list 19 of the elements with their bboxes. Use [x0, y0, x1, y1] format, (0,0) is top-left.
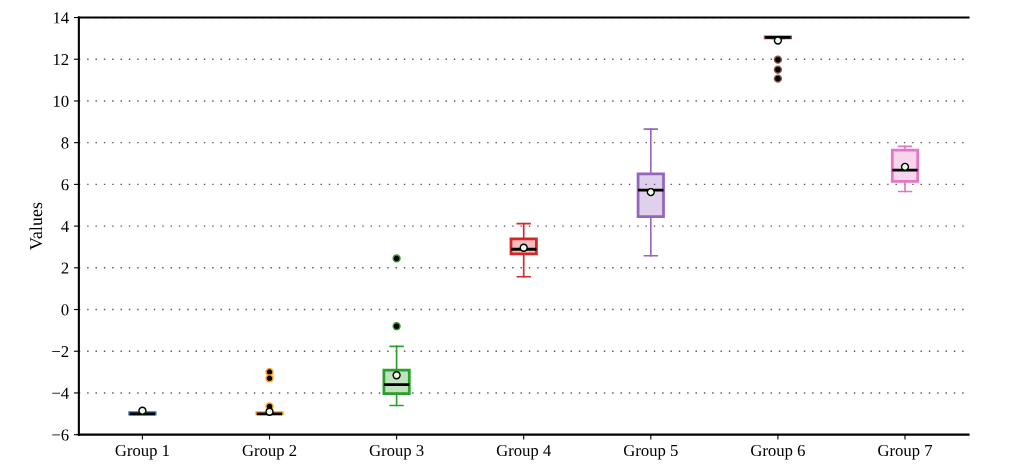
y-tick-label: 14: [53, 12, 69, 24]
x-tick-label: Group 3: [369, 444, 424, 460]
x-tick-label: Group 6: [751, 444, 805, 460]
y-tick-label: 0: [61, 304, 69, 316]
x-tick-label: Group 7: [878, 444, 933, 460]
y-tick-label: 12: [53, 54, 69, 66]
y-tick-label: 2: [61, 262, 69, 274]
x-tick-label: Group 4: [496, 444, 551, 460]
y-tick-label: −4: [52, 387, 69, 399]
x-tick-label: Group 5: [623, 444, 678, 460]
x-tick-label: Group 1: [115, 444, 169, 460]
y-tick-label: 8: [61, 137, 69, 149]
x-tick-label: Group 2: [242, 444, 297, 460]
y-tick-label: 6: [61, 179, 69, 191]
y-tick-label: −6: [52, 429, 69, 441]
y-tick-label: 4: [61, 220, 69, 232]
y-axis-title: Values: [29, 202, 43, 250]
y-tick-label: −2: [52, 345, 69, 358]
y-tick-label: 10: [53, 95, 69, 107]
